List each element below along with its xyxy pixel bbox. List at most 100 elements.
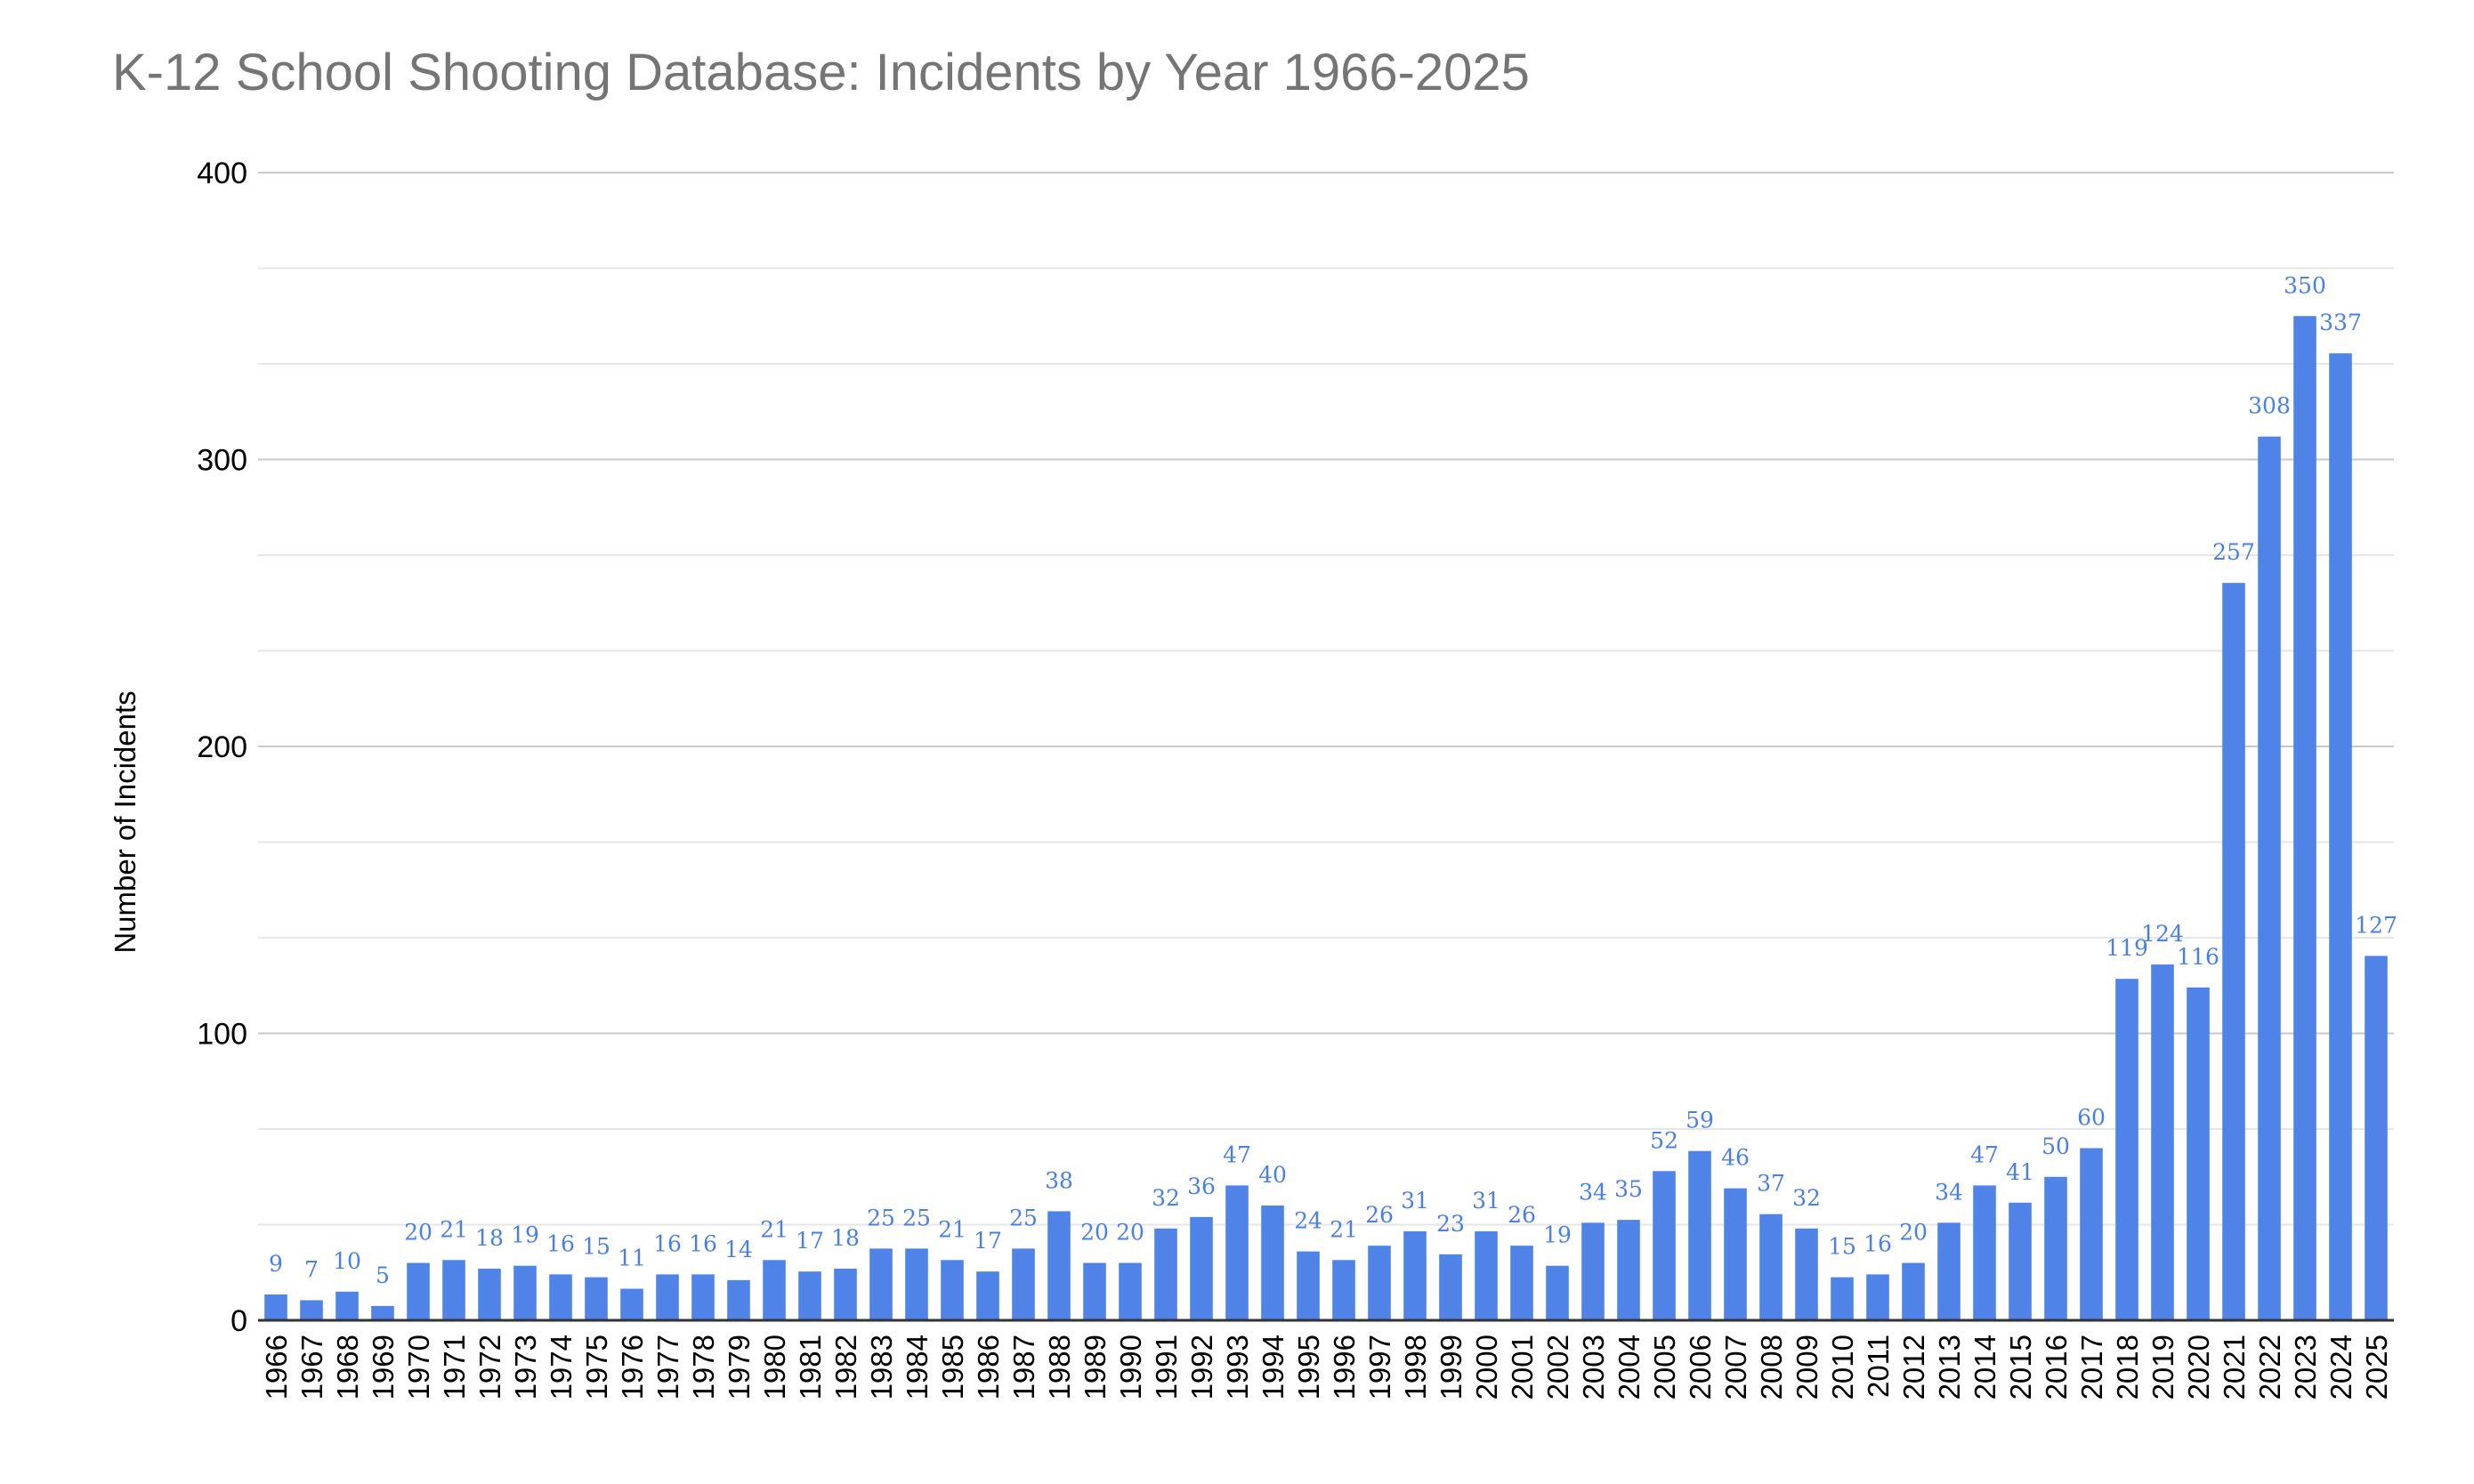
bar [2115, 979, 2138, 1320]
data-label: 37 [1757, 1171, 1785, 1197]
data-label: 19 [1543, 1222, 1572, 1248]
x-tick-label: 1971 [438, 1335, 471, 1399]
x-tick-label: 1978 [687, 1335, 720, 1399]
bar [478, 1268, 501, 1320]
bar [2329, 353, 2352, 1320]
data-label: 38 [1045, 1167, 1073, 1193]
x-tick-label: 2025 [2360, 1335, 2393, 1399]
bar [727, 1279, 750, 1320]
data-label: 124 [2141, 921, 2184, 947]
y-tick-label: 0 [230, 1304, 247, 1338]
data-label: 20 [1116, 1220, 1144, 1246]
x-tick-label: 2012 [1897, 1335, 1930, 1399]
data-label: 11 [618, 1246, 646, 1271]
data-label: 26 [1365, 1202, 1394, 1228]
x-tick-label: 2003 [1577, 1335, 1610, 1399]
data-label: 14 [724, 1237, 753, 1262]
data-label: 31 [1401, 1188, 1429, 1214]
bar [549, 1274, 572, 1320]
bar [1831, 1277, 1854, 1320]
bar [691, 1274, 715, 1320]
x-tick-label: 1983 [865, 1335, 898, 1399]
x-tick-label: 2020 [2182, 1335, 2215, 1399]
data-label: 7 [304, 1256, 319, 1282]
data-label: 5 [376, 1262, 390, 1288]
bar [1973, 1185, 1996, 1320]
bar [371, 1305, 394, 1320]
x-tick-label: 2008 [1755, 1335, 1788, 1399]
x-tick-label: 1992 [1185, 1335, 1218, 1399]
x-tick-label: 1977 [651, 1335, 684, 1399]
bar [1012, 1248, 1035, 1320]
data-label: 24 [1294, 1208, 1322, 1234]
bar [2009, 1202, 2032, 1320]
data-label: 31 [1472, 1188, 1500, 1214]
data-label: 23 [1436, 1211, 1465, 1237]
data-label: 15 [1828, 1234, 1856, 1260]
data-label: 17 [796, 1228, 824, 1254]
bar [2044, 1176, 2067, 1320]
bar [1119, 1262, 1142, 1320]
bar [2187, 987, 2210, 1320]
x-tick-label: 2005 [1648, 1335, 1681, 1399]
x-tick-label: 1996 [1328, 1335, 1361, 1399]
data-label: 337 [2319, 310, 2362, 335]
bar [1154, 1228, 1177, 1320]
bar [2080, 1148, 2103, 1320]
bar [2293, 316, 2316, 1320]
x-tick-label: 1981 [794, 1335, 827, 1399]
data-label: 350 [2284, 272, 2326, 298]
data-label: 25 [902, 1205, 931, 1230]
data-label: 21 [760, 1216, 788, 1242]
x-tick-label: 2006 [1684, 1335, 1717, 1399]
data-label: 20 [1080, 1220, 1109, 1246]
x-tick-label: 2016 [2040, 1335, 2073, 1399]
data-label: 18 [475, 1225, 504, 1251]
x-tick-label: 2015 [2004, 1335, 2037, 1399]
x-tick-label: 1998 [1399, 1335, 1432, 1399]
y-tick-label: 100 [197, 1018, 247, 1052]
data-label: 127 [2355, 912, 2397, 938]
data-label: 21 [1330, 1216, 1358, 1242]
bar [513, 1265, 537, 1320]
bar [1332, 1260, 1355, 1320]
bar [1795, 1228, 1818, 1320]
bar [1403, 1231, 1427, 1320]
data-label: 9 [269, 1251, 283, 1277]
bar [1368, 1246, 1391, 1320]
bar [1190, 1216, 1213, 1320]
data-label: 16 [546, 1230, 575, 1256]
data-label: 116 [2177, 944, 2219, 970]
bar [407, 1262, 430, 1320]
y-tick-label: 400 [197, 157, 247, 190]
bar [2222, 583, 2245, 1320]
bar [1759, 1214, 1783, 1320]
x-tick-label: 1995 [1292, 1335, 1325, 1399]
chart-title: K-12 School Shooting Database: Incidents… [112, 44, 1530, 101]
x-tick-label: 2019 [2147, 1335, 2179, 1399]
x-tick-label: 2018 [2111, 1335, 2144, 1399]
y-tick-label: 300 [197, 444, 247, 478]
x-tick-label: 1976 [616, 1335, 649, 1399]
x-tick-label: 2014 [1969, 1335, 2001, 1399]
x-tick-label: 1994 [1257, 1335, 1290, 1399]
data-label: 16 [689, 1230, 717, 1256]
data-label: 47 [1970, 1141, 1999, 1167]
data-label: 52 [1650, 1127, 1678, 1153]
x-tick-label: 1999 [1435, 1335, 1467, 1399]
x-tick-label: 2000 [1470, 1335, 1503, 1399]
x-tick-label: 2007 [1719, 1335, 1752, 1399]
data-label: 60 [2077, 1105, 2106, 1131]
data-label: 21 [440, 1216, 468, 1242]
x-tick-label: 2022 [2253, 1335, 2286, 1399]
x-tick-label: 2004 [1613, 1335, 1645, 1399]
x-tick-label: 1988 [1043, 1335, 1076, 1399]
bar [656, 1274, 679, 1320]
bar [1937, 1222, 1961, 1320]
bar [905, 1248, 928, 1320]
data-label: 20 [404, 1220, 433, 1246]
data-label: 59 [1686, 1108, 1714, 1133]
x-tick-label: 2002 [1541, 1335, 1574, 1399]
data-label: 308 [2248, 393, 2291, 419]
